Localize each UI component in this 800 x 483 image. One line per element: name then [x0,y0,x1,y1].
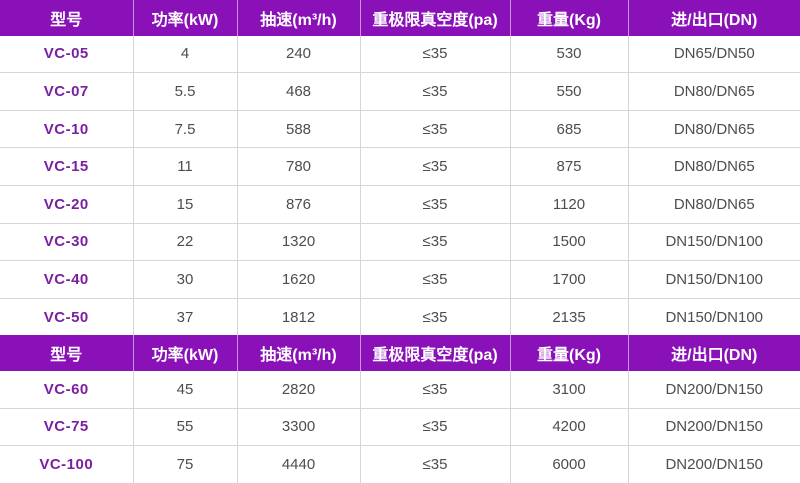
data-cell-power-kw: 55 [133,408,238,447]
data-cell-ultimate-vacuum-pa: ≤35 [360,185,511,224]
data-cell-power-kw: 30 [133,260,238,299]
data-cell-power-kw: 75 [133,445,238,483]
data-cell-ultimate-vacuum-pa: ≤35 [360,260,511,299]
column-header-model: 型号 [0,335,134,372]
data-cell-inlet-outlet-dn: DN200/DN150 [628,371,800,409]
column-header-model: 型号 [0,0,134,36]
column-header-power-kw: 功率(kW) [133,335,238,372]
data-cell-weight-kg: 875 [510,147,629,187]
data-cell-pumping-speed-m3h: 1320 [237,223,361,262]
header-row-2: 型号 功率(kW) 抽速(m³/h) 重极限真空度(pa) 重量(Kg) 进/出口(DN) [0,335,800,372]
data-cell-power-kw: 11 [133,147,238,187]
column-header-pumping-speed-m3h: 抽速(m³/h) [237,335,361,372]
data-cell-pumping-speed-m3h: 588 [237,110,361,149]
data-cell-inlet-outlet-dn: DN80/DN65 [628,147,800,187]
model-cell: VC-50 [0,298,134,336]
data-cell-weight-kg: 1120 [510,185,629,224]
data-cell-inlet-outlet-dn: DN200/DN150 [628,408,800,447]
data-cell-power-kw: 37 [133,298,238,336]
data-cell-inlet-outlet-dn: DN150/DN100 [628,223,800,262]
data-cell-ultimate-vacuum-pa: ≤35 [360,223,511,262]
table-row-vc-10: VC-10 7.5 588 ≤35 685 DN80/DN65 [0,110,800,149]
data-cell-pumping-speed-m3h: 1620 [237,260,361,299]
data-cell-pumping-speed-m3h: 4440 [237,445,361,483]
data-cell-pumping-speed-m3h: 240 [237,35,361,74]
table-row-vc-75: VC-75 55 3300 ≤35 4200 DN200/DN150 [0,408,800,447]
data-cell-pumping-speed-m3h: 3300 [237,408,361,447]
table-row-vc-15: VC-15 11 780 ≤35 875 DN80/DN65 [0,147,800,187]
data-cell-inlet-outlet-dn: DN65/DN50 [628,35,800,74]
data-cell-power-kw: 15 [133,185,238,224]
column-header-weight-kg: 重量(Kg) [510,0,629,36]
data-cell-inlet-outlet-dn: DN80/DN65 [628,72,800,111]
model-cell: VC-20 [0,185,134,224]
table-row-vc-30: VC-30 22 1320 ≤35 1500 DN150/DN100 [0,223,800,262]
data-cell-ultimate-vacuum-pa: ≤35 [360,72,511,111]
table-row-vc-100: VC-100 75 4440 ≤35 6000 DN200/DN150 [0,445,800,483]
column-header-inlet-outlet-dn: 进/出口(DN) [628,335,800,372]
data-cell-inlet-outlet-dn: DN80/DN65 [628,185,800,224]
data-cell-ultimate-vacuum-pa: ≤35 [360,35,511,74]
data-cell-inlet-outlet-dn: DN150/DN100 [628,298,800,336]
column-header-inlet-outlet-dn: 进/出口(DN) [628,0,800,36]
data-cell-weight-kg: 530 [510,35,629,74]
model-cell: VC-60 [0,371,134,409]
data-cell-pumping-speed-m3h: 468 [237,72,361,111]
table-row-vc-50: VC-50 37 1812 ≤35 2135 DN150/DN100 [0,298,800,336]
column-header-power-kw: 功率(kW) [133,0,238,36]
data-cell-power-kw: 4 [133,35,238,74]
model-cell: VC-10 [0,110,134,149]
data-cell-weight-kg: 3100 [510,371,629,409]
data-cell-power-kw: 45 [133,371,238,409]
data-cell-ultimate-vacuum-pa: ≤35 [360,147,511,187]
model-cell: VC-40 [0,260,134,299]
model-cell: VC-15 [0,147,134,187]
data-cell-weight-kg: 1500 [510,223,629,262]
model-cell: VC-30 [0,223,134,262]
data-cell-ultimate-vacuum-pa: ≤35 [360,298,511,336]
data-cell-inlet-outlet-dn: DN200/DN150 [628,445,800,483]
data-cell-pumping-speed-m3h: 780 [237,147,361,187]
table-row-vc-60: VC-60 45 2820 ≤35 3100 DN200/DN150 [0,371,800,409]
header-row-1: 型号 功率(kW) 抽速(m³/h) 重极限真空度(pa) 重量(Kg) 进/出口(DN) [0,0,800,36]
data-cell-power-kw: 22 [133,223,238,262]
data-cell-weight-kg: 4200 [510,408,629,447]
table-row-vc-07: VC-07 5.5 468 ≤35 550 DN80/DN65 [0,72,800,111]
data-cell-ultimate-vacuum-pa: ≤35 [360,110,511,149]
table-row-vc-05: VC-05 4 240 ≤35 530 DN65/DN50 [0,35,800,74]
data-cell-ultimate-vacuum-pa: ≤35 [360,408,511,447]
table-row-vc-40: VC-40 30 1620 ≤35 1700 DN150/DN100 [0,260,800,299]
data-cell-ultimate-vacuum-pa: ≤35 [360,371,511,409]
data-cell-weight-kg: 6000 [510,445,629,483]
column-header-ultimate-vacuum-pa: 重极限真空度(pa) [360,0,511,36]
column-header-weight-kg: 重量(Kg) [510,335,629,372]
model-cell: VC-07 [0,72,134,111]
table-row-vc-20: VC-20 15 876 ≤35 1120 DN80/DN65 [0,185,800,224]
model-cell: VC-75 [0,408,134,447]
data-cell-pumping-speed-m3h: 1812 [237,298,361,336]
model-cell: VC-05 [0,35,134,74]
data-cell-weight-kg: 2135 [510,298,629,336]
data-cell-inlet-outlet-dn: DN150/DN100 [628,260,800,299]
data-cell-weight-kg: 550 [510,72,629,111]
data-cell-weight-kg: 1700 [510,260,629,299]
data-cell-weight-kg: 685 [510,110,629,149]
data-cell-ultimate-vacuum-pa: ≤35 [360,445,511,483]
data-cell-power-kw: 5.5 [133,72,238,111]
column-header-pumping-speed-m3h: 抽速(m³/h) [237,0,361,36]
column-header-ultimate-vacuum-pa: 重极限真空度(pa) [360,335,511,372]
data-cell-inlet-outlet-dn: DN80/DN65 [628,110,800,149]
data-cell-power-kw: 7.5 [133,110,238,149]
model-cell: VC-100 [0,445,134,483]
data-cell-pumping-speed-m3h: 876 [237,185,361,224]
data-cell-pumping-speed-m3h: 2820 [237,371,361,409]
